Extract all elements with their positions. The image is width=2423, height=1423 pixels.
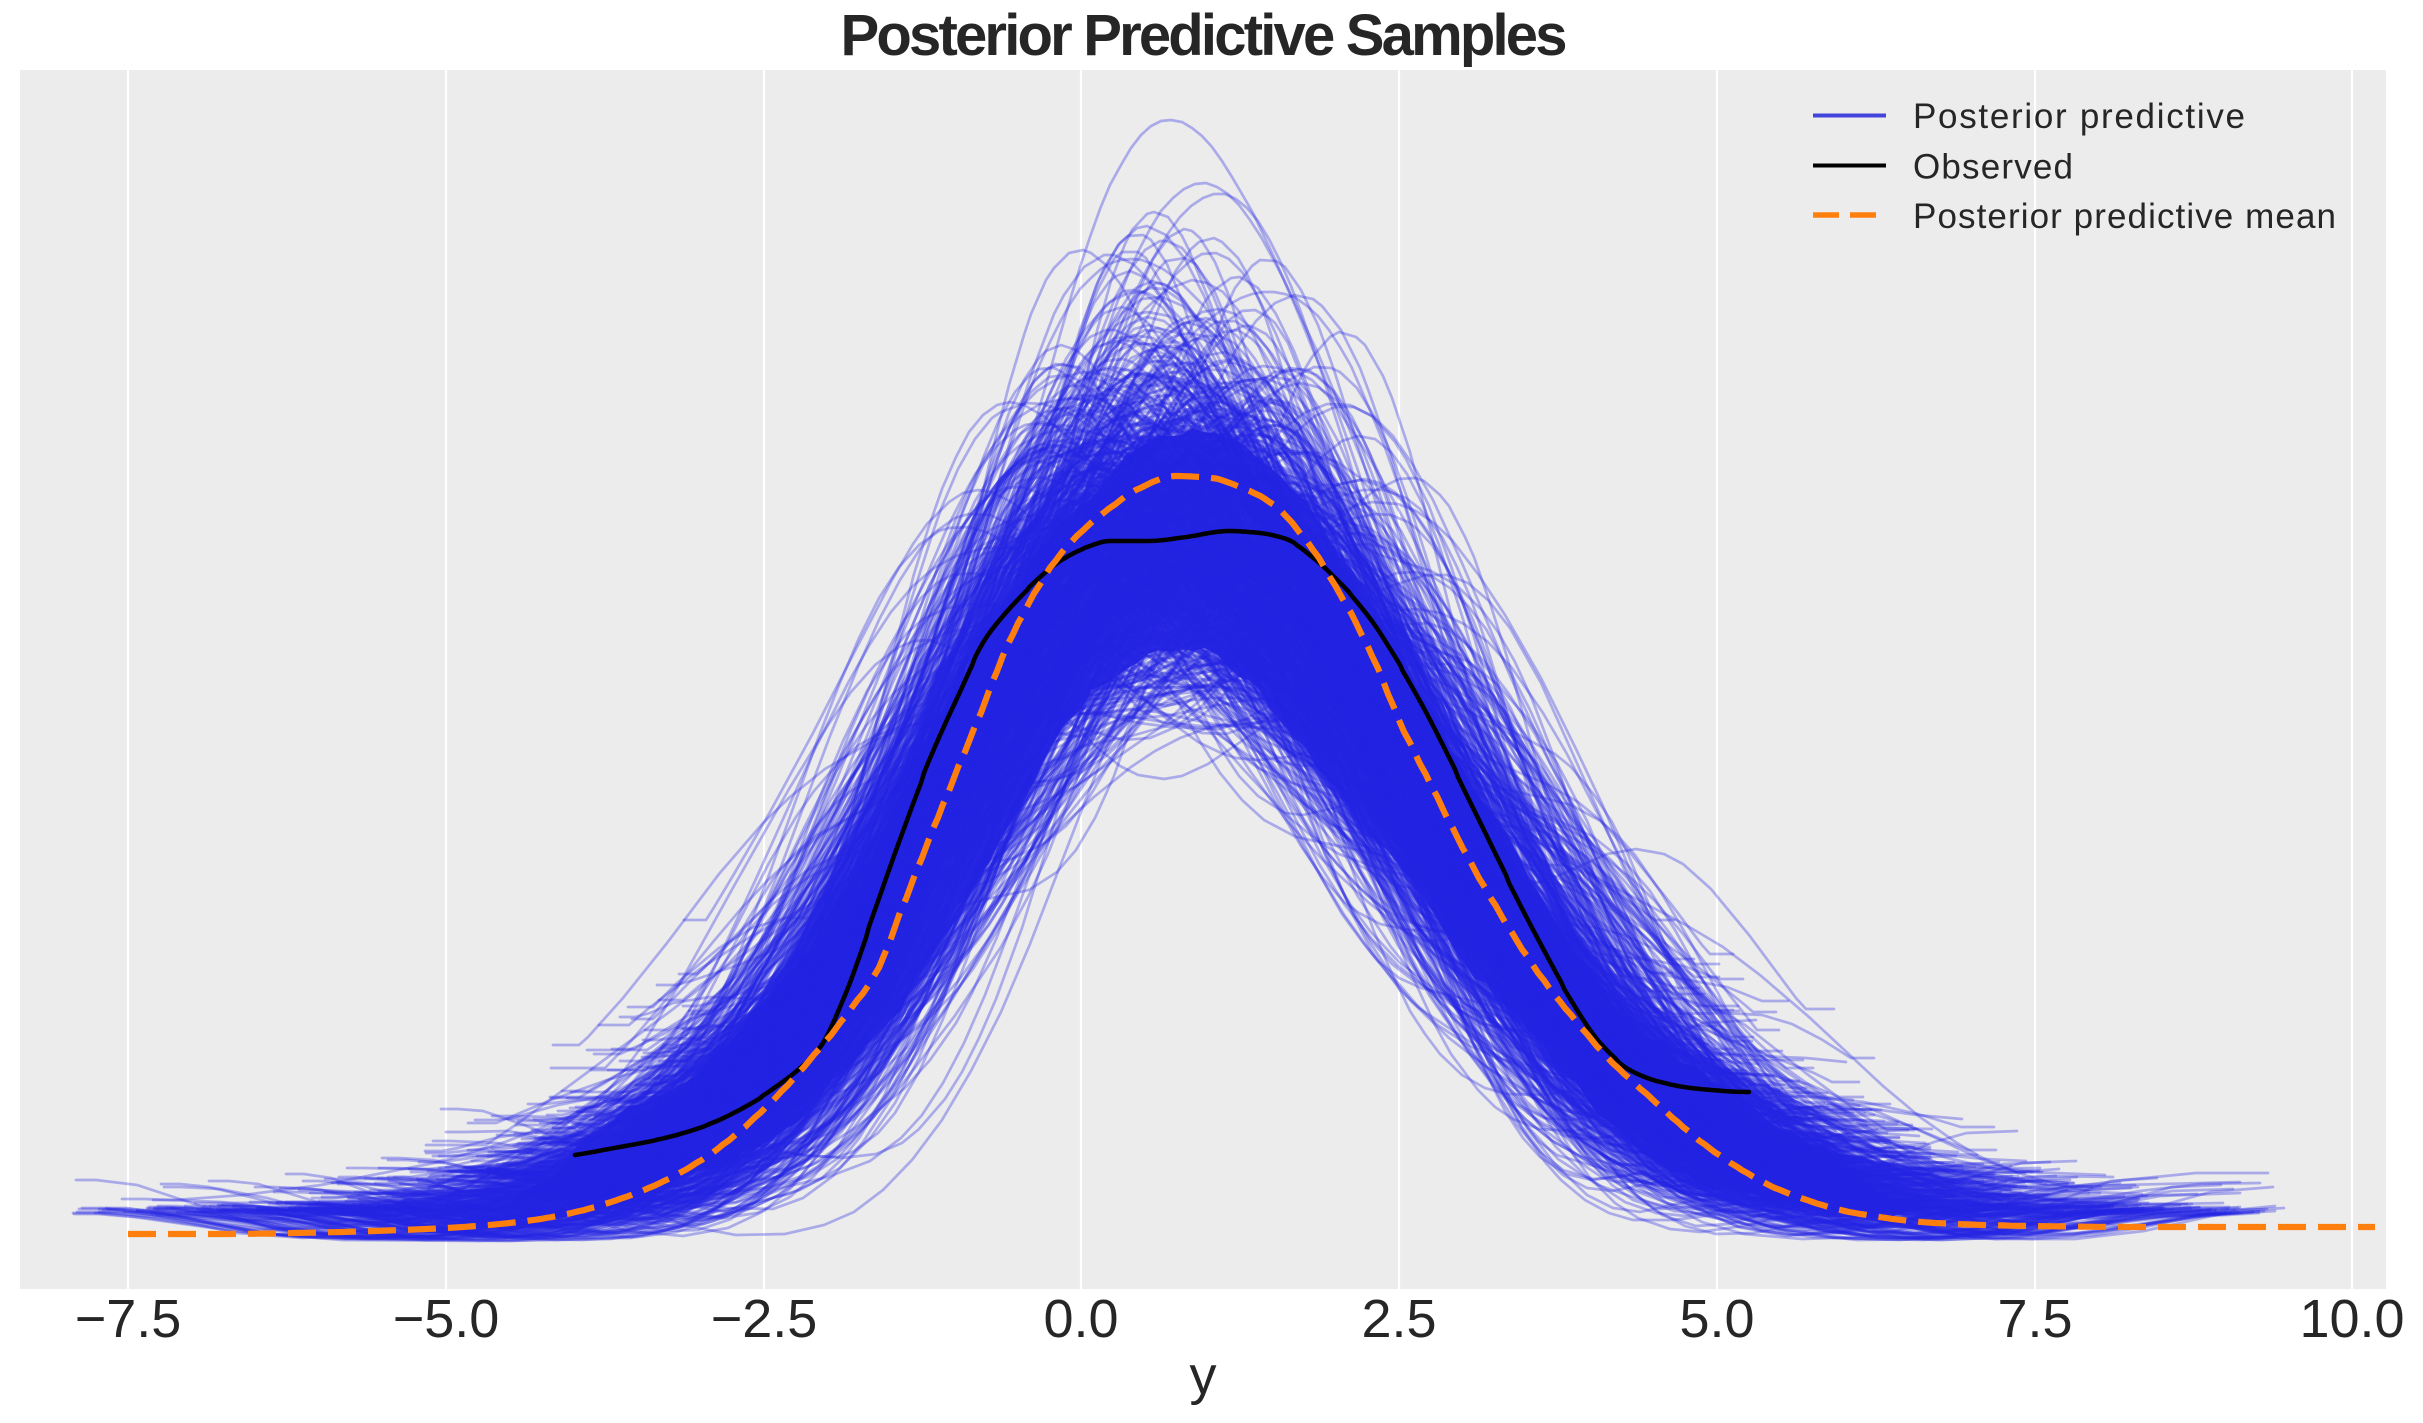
svg-text:Posterior predictive: Posterior predictive — [1913, 97, 2245, 136]
svg-text:y: y — [1190, 1346, 1217, 1406]
svg-text:Observed: Observed — [1913, 148, 2073, 187]
svg-text:2.5: 2.5 — [1361, 1289, 1436, 1349]
svg-text:10.0: 10.0 — [2299, 1289, 2404, 1349]
svg-text:0.0: 0.0 — [1043, 1289, 1118, 1349]
svg-text:Posterior Predictive Samples: Posterior Predictive Samples — [841, 3, 1568, 68]
svg-text:−5.0: −5.0 — [393, 1289, 500, 1349]
svg-text:5.0: 5.0 — [1679, 1289, 1754, 1349]
svg-text:7.5: 7.5 — [1997, 1289, 2072, 1349]
svg-text:−7.5: −7.5 — [75, 1289, 182, 1349]
svg-text:−2.5: −2.5 — [711, 1289, 818, 1349]
svg-text:Posterior predictive mean: Posterior predictive mean — [1913, 197, 2336, 236]
